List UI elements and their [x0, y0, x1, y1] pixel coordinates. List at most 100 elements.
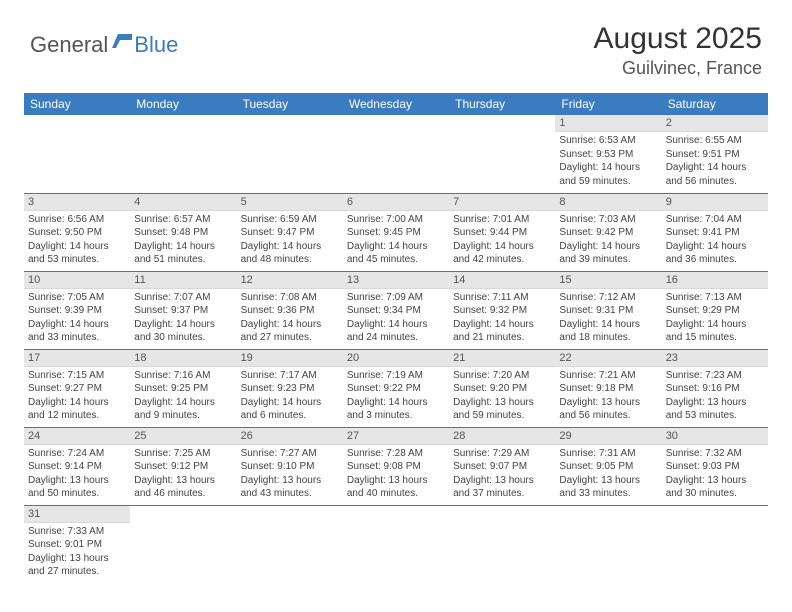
weekday-header: Tuesday [237, 93, 343, 115]
weekday-header: Wednesday [343, 93, 449, 115]
sunrise-text: Sunrise: 7:04 AM [666, 213, 764, 227]
day-details: Sunrise: 7:33 AMSunset: 9:01 PMDaylight:… [24, 523, 130, 582]
day-number: 26 [237, 428, 343, 445]
day-number: 5 [237, 194, 343, 211]
day-number: 15 [555, 272, 661, 289]
daylight-text: Daylight: 13 hours [28, 552, 126, 566]
daylight-text: and 21 minutes. [453, 331, 551, 345]
weekday-header: Friday [555, 93, 661, 115]
day-details: Sunrise: 6:55 AMSunset: 9:51 PMDaylight:… [662, 132, 768, 191]
weekday-header: Monday [130, 93, 236, 115]
calendar-cell: 8Sunrise: 7:03 AMSunset: 9:42 PMDaylight… [555, 193, 661, 271]
daylight-text: Daylight: 14 hours [28, 396, 126, 410]
sunrise-text: Sunrise: 7:07 AM [134, 291, 232, 305]
day-details: Sunrise: 6:56 AMSunset: 9:50 PMDaylight:… [24, 211, 130, 270]
daylight-text: and 24 minutes. [347, 331, 445, 345]
daylight-text: Daylight: 13 hours [28, 474, 126, 488]
day-number-empty [130, 115, 236, 131]
daylight-text: and 33 minutes. [28, 331, 126, 345]
daylight-text: and 3 minutes. [347, 409, 445, 423]
daylight-text: and 51 minutes. [134, 253, 232, 267]
daylight-text: Daylight: 13 hours [134, 474, 232, 488]
daylight-text: Daylight: 14 hours [241, 396, 339, 410]
weekday-header-row: Sunday Monday Tuesday Wednesday Thursday… [24, 93, 768, 115]
day-details: Sunrise: 7:12 AMSunset: 9:31 PMDaylight:… [555, 289, 661, 348]
day-details: Sunrise: 7:17 AMSunset: 9:23 PMDaylight:… [237, 367, 343, 426]
day-details: Sunrise: 7:01 AMSunset: 9:44 PMDaylight:… [449, 211, 555, 270]
sunset-text: Sunset: 9:51 PM [666, 148, 764, 162]
day-details: Sunrise: 7:19 AMSunset: 9:22 PMDaylight:… [343, 367, 449, 426]
sunrise-text: Sunrise: 7:12 AM [559, 291, 657, 305]
day-details: Sunrise: 7:29 AMSunset: 9:07 PMDaylight:… [449, 445, 555, 504]
sunset-text: Sunset: 9:27 PM [28, 382, 126, 396]
calendar-cell: 4Sunrise: 6:57 AMSunset: 9:48 PMDaylight… [130, 193, 236, 271]
calendar-cell: 15Sunrise: 7:12 AMSunset: 9:31 PMDayligh… [555, 271, 661, 349]
sunrise-text: Sunrise: 7:00 AM [347, 213, 445, 227]
day-details: Sunrise: 7:08 AMSunset: 9:36 PMDaylight:… [237, 289, 343, 348]
day-number: 4 [130, 194, 236, 211]
daylight-text: Daylight: 14 hours [666, 318, 764, 332]
daylight-text: and 39 minutes. [559, 253, 657, 267]
daylight-text: Daylight: 14 hours [666, 161, 764, 175]
sunrise-text: Sunrise: 7:20 AM [453, 369, 551, 383]
daylight-text: Daylight: 14 hours [241, 318, 339, 332]
day-number-empty [449, 506, 555, 522]
sunrise-text: Sunrise: 7:17 AM [241, 369, 339, 383]
logo-text-general: General [30, 32, 108, 58]
daylight-text: and 6 minutes. [241, 409, 339, 423]
sunset-text: Sunset: 9:22 PM [347, 382, 445, 396]
sunset-text: Sunset: 9:20 PM [453, 382, 551, 396]
calendar-row: 31Sunrise: 7:33 AMSunset: 9:01 PMDayligh… [24, 505, 768, 583]
day-number: 21 [449, 350, 555, 367]
calendar-cell: 9Sunrise: 7:04 AMSunset: 9:41 PMDaylight… [662, 193, 768, 271]
calendar-cell: 12Sunrise: 7:08 AMSunset: 9:36 PMDayligh… [237, 271, 343, 349]
day-details: Sunrise: 7:15 AMSunset: 9:27 PMDaylight:… [24, 367, 130, 426]
calendar-cell: 31Sunrise: 7:33 AMSunset: 9:01 PMDayligh… [24, 505, 130, 583]
sunrise-text: Sunrise: 7:24 AM [28, 447, 126, 461]
day-details: Sunrise: 6:59 AMSunset: 9:47 PMDaylight:… [237, 211, 343, 270]
calendar-cell: 20Sunrise: 7:19 AMSunset: 9:22 PMDayligh… [343, 349, 449, 427]
sunset-text: Sunset: 9:31 PM [559, 304, 657, 318]
sunset-text: Sunset: 9:41 PM [666, 226, 764, 240]
sunrise-text: Sunrise: 6:56 AM [28, 213, 126, 227]
calendar-cell: 18Sunrise: 7:16 AMSunset: 9:25 PMDayligh… [130, 349, 236, 427]
sunset-text: Sunset: 9:05 PM [559, 460, 657, 474]
daylight-text: and 53 minutes. [28, 253, 126, 267]
sunset-text: Sunset: 9:03 PM [666, 460, 764, 474]
sunrise-text: Sunrise: 7:09 AM [347, 291, 445, 305]
daylight-text: Daylight: 14 hours [559, 318, 657, 332]
daylight-text: Daylight: 14 hours [134, 318, 232, 332]
sunset-text: Sunset: 9:29 PM [666, 304, 764, 318]
day-number: 20 [343, 350, 449, 367]
day-number-empty [24, 115, 130, 131]
day-number: 7 [449, 194, 555, 211]
calendar-cell: 10Sunrise: 7:05 AMSunset: 9:39 PMDayligh… [24, 271, 130, 349]
sunset-text: Sunset: 9:16 PM [666, 382, 764, 396]
calendar-cell: 13Sunrise: 7:09 AMSunset: 9:34 PMDayligh… [343, 271, 449, 349]
sunrise-text: Sunrise: 7:32 AM [666, 447, 764, 461]
daylight-text: Daylight: 14 hours [347, 240, 445, 254]
day-number-empty [130, 506, 236, 522]
sunrise-text: Sunrise: 7:28 AM [347, 447, 445, 461]
header: General Blue August 2025 Guilvinec, Fran… [0, 0, 792, 87]
day-details: Sunrise: 7:07 AMSunset: 9:37 PMDaylight:… [130, 289, 236, 348]
sunset-text: Sunset: 9:47 PM [241, 226, 339, 240]
daylight-text: Daylight: 14 hours [453, 318, 551, 332]
day-number: 9 [662, 194, 768, 211]
sunset-text: Sunset: 9:48 PM [134, 226, 232, 240]
day-number-empty [449, 115, 555, 131]
day-details: Sunrise: 7:11 AMSunset: 9:32 PMDaylight:… [449, 289, 555, 348]
day-details: Sunrise: 6:53 AMSunset: 9:53 PMDaylight:… [555, 132, 661, 191]
daylight-text: and 27 minutes. [28, 565, 126, 579]
sunrise-text: Sunrise: 7:19 AM [347, 369, 445, 383]
day-details: Sunrise: 7:09 AMSunset: 9:34 PMDaylight:… [343, 289, 449, 348]
calendar-cell: 27Sunrise: 7:28 AMSunset: 9:08 PMDayligh… [343, 427, 449, 505]
daylight-text: and 27 minutes. [241, 331, 339, 345]
sunrise-text: Sunrise: 7:23 AM [666, 369, 764, 383]
sunset-text: Sunset: 9:07 PM [453, 460, 551, 474]
day-number: 24 [24, 428, 130, 445]
day-number: 13 [343, 272, 449, 289]
day-details: Sunrise: 7:28 AMSunset: 9:08 PMDaylight:… [343, 445, 449, 504]
sunrise-text: Sunrise: 7:25 AM [134, 447, 232, 461]
daylight-text: Daylight: 14 hours [559, 161, 657, 175]
